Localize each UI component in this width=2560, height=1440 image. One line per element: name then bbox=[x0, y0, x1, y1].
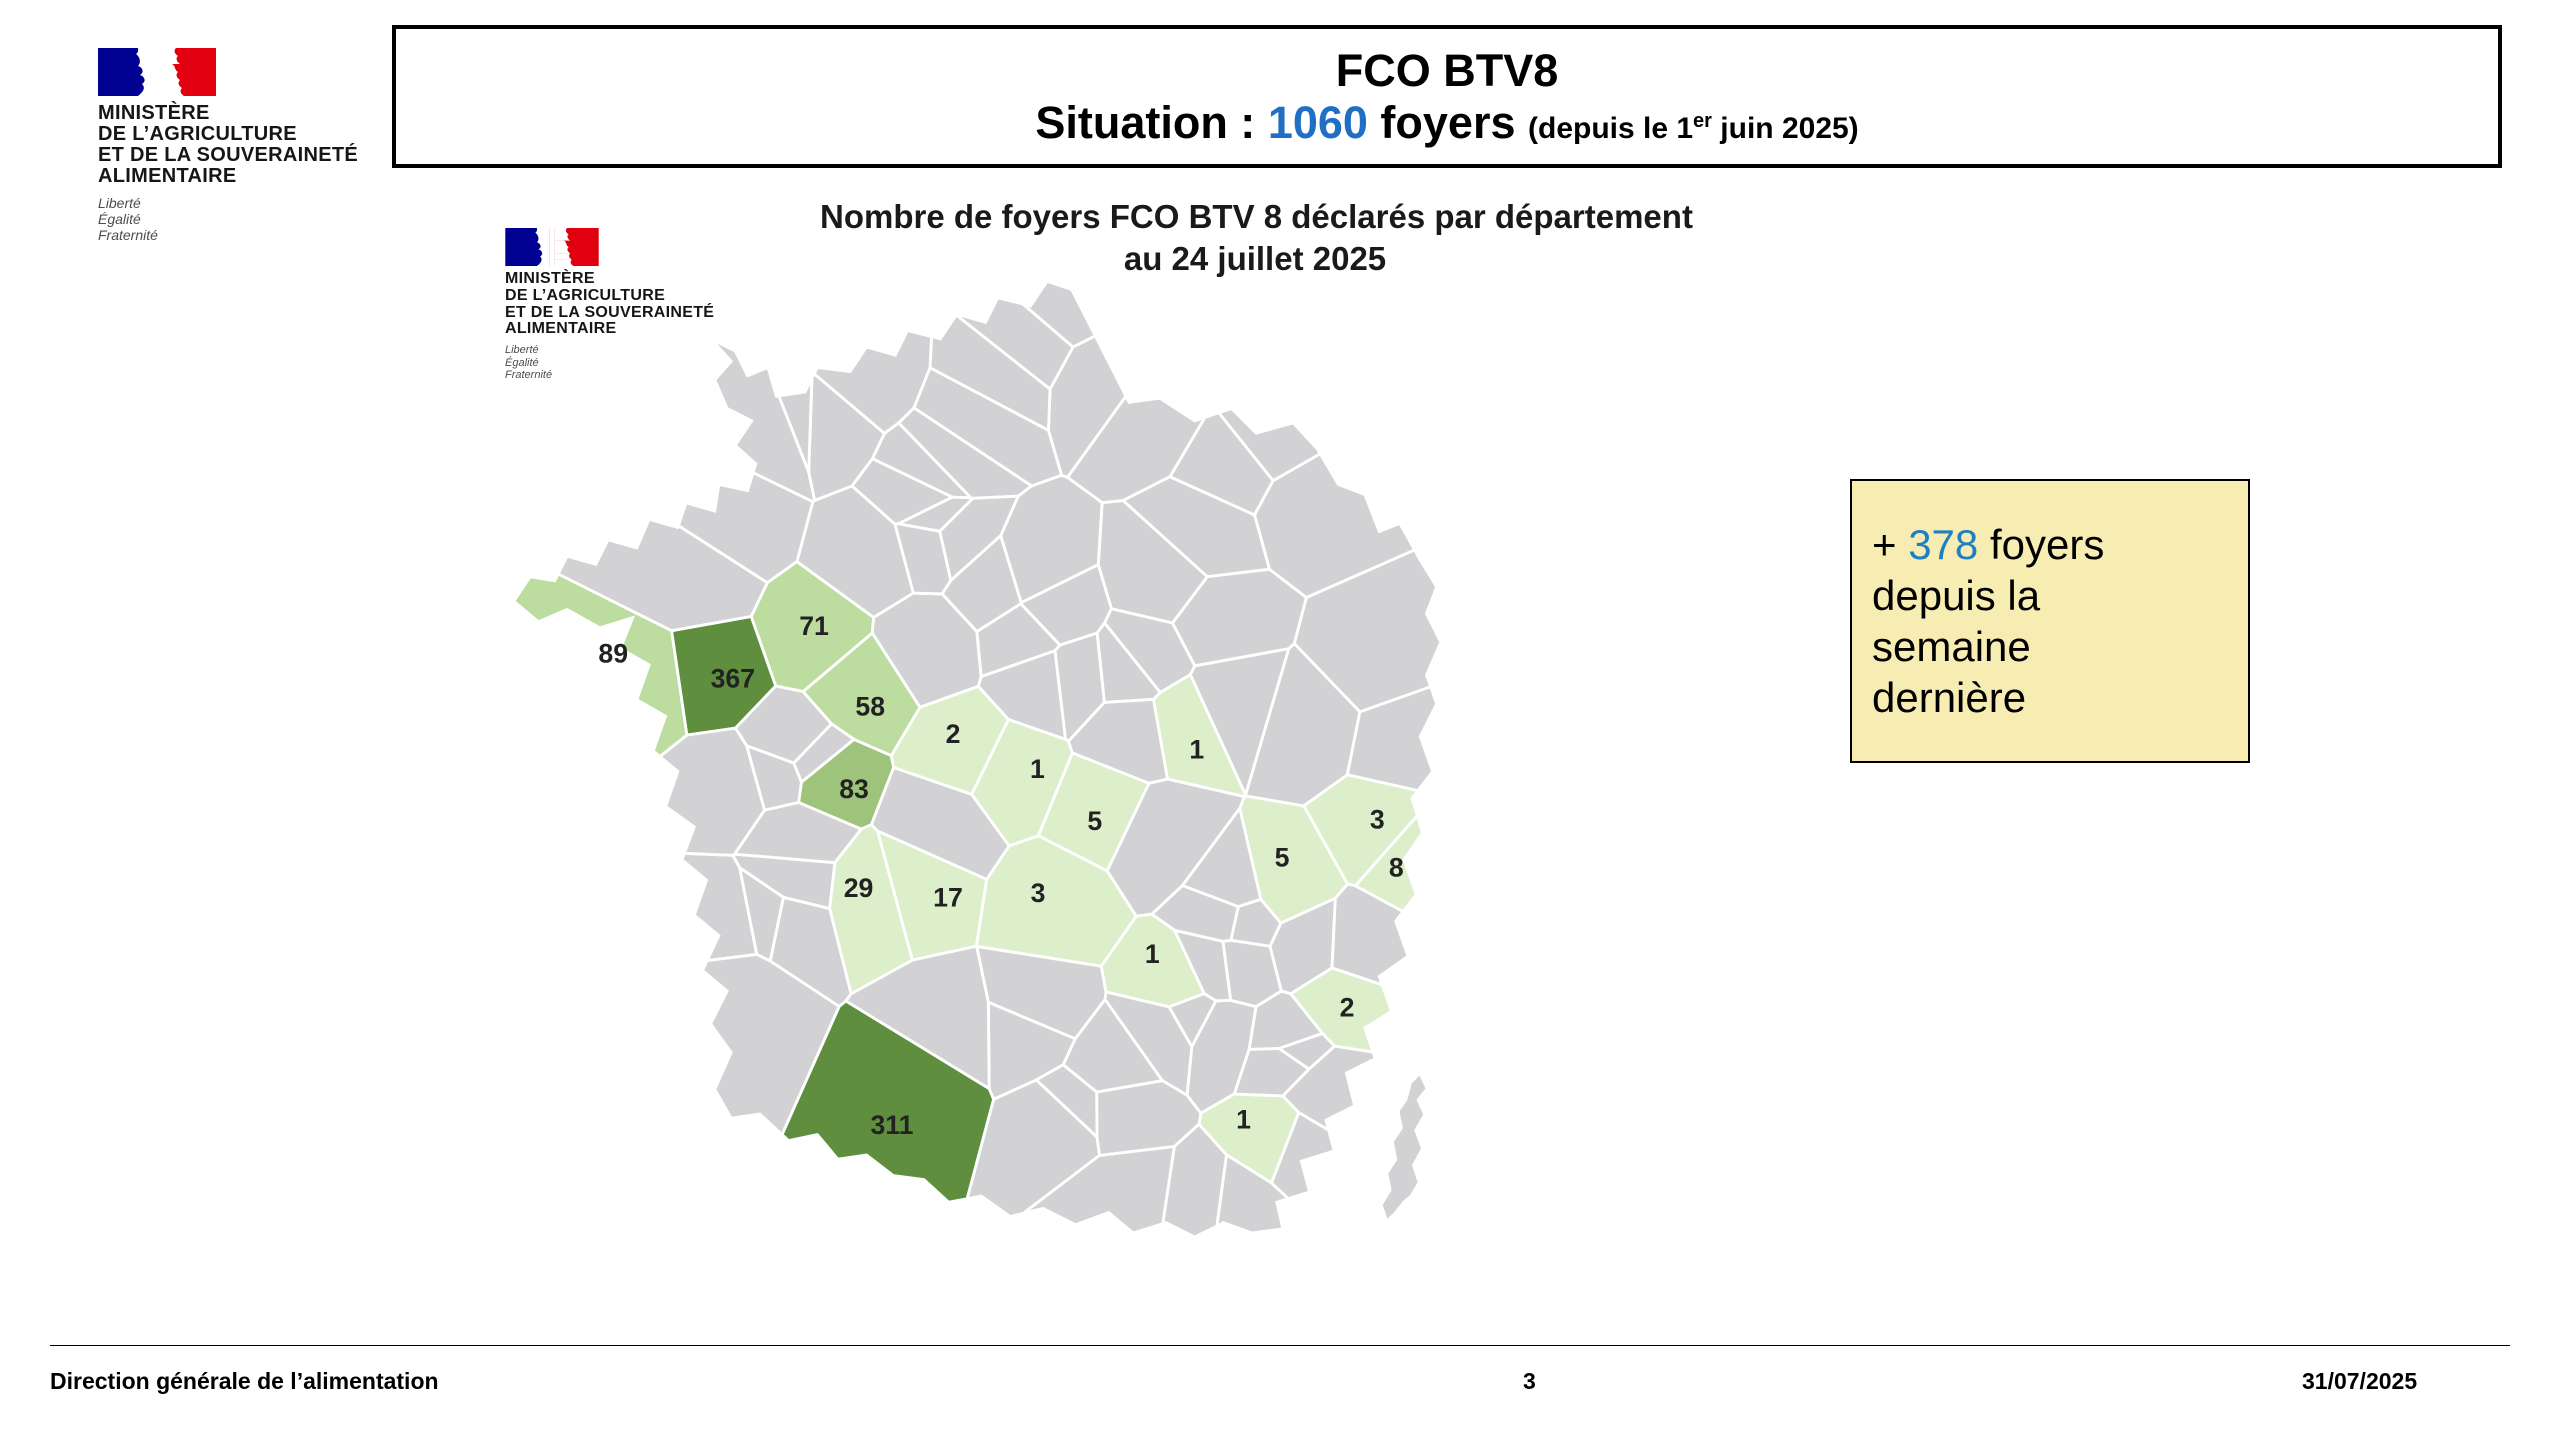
svg-text:58: 58 bbox=[855, 691, 885, 721]
svg-text:311: 311 bbox=[870, 1110, 913, 1140]
svg-text:5: 5 bbox=[1087, 806, 1102, 836]
svg-text:1: 1 bbox=[1145, 939, 1160, 969]
svg-text:17: 17 bbox=[933, 882, 963, 912]
svg-text:71: 71 bbox=[799, 611, 829, 641]
svg-text:2: 2 bbox=[946, 719, 961, 749]
svg-text:29: 29 bbox=[844, 873, 874, 903]
svg-text:3: 3 bbox=[1031, 878, 1046, 908]
svg-text:8: 8 bbox=[1389, 852, 1404, 882]
svg-text:2: 2 bbox=[1340, 992, 1355, 1022]
svg-text:1: 1 bbox=[1236, 1104, 1251, 1134]
svg-text:3: 3 bbox=[1370, 804, 1385, 834]
svg-text:1: 1 bbox=[1189, 735, 1204, 765]
svg-text:5: 5 bbox=[1275, 842, 1290, 872]
svg-text:89: 89 bbox=[598, 639, 628, 669]
svg-text:83: 83 bbox=[839, 774, 869, 804]
svg-text:367: 367 bbox=[711, 663, 755, 693]
svg-text:1: 1 bbox=[1030, 754, 1045, 784]
